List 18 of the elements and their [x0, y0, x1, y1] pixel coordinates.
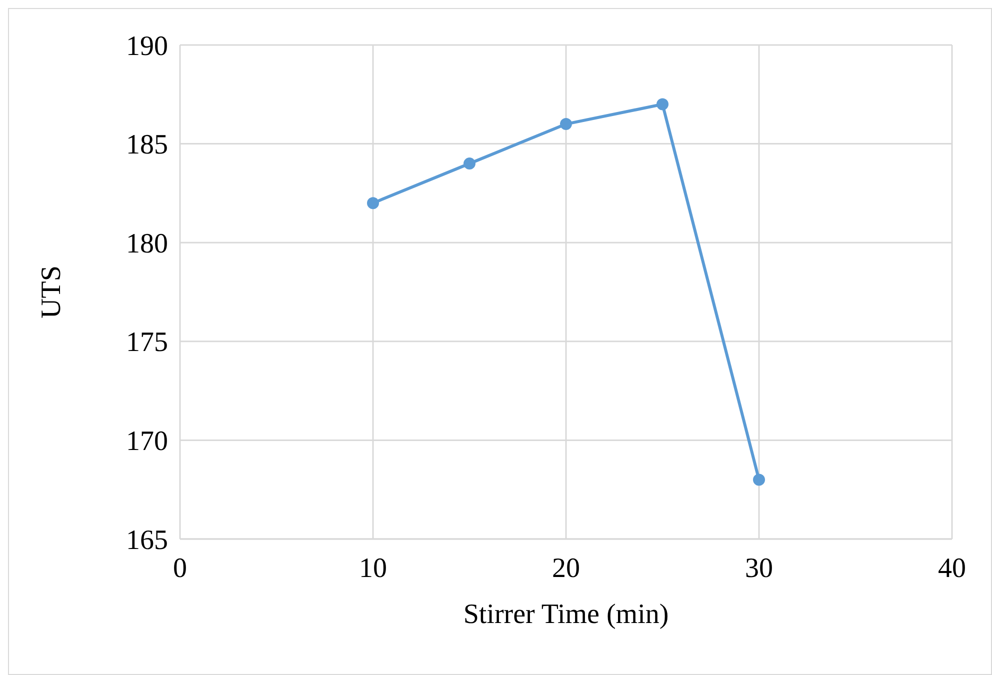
- x-tick-label: 0: [173, 553, 187, 584]
- y-tick-label: 175: [126, 327, 168, 358]
- x-tick-label: 10: [359, 553, 387, 584]
- point: [753, 474, 765, 486]
- point: [560, 118, 572, 130]
- y-tick-label: 185: [126, 130, 168, 161]
- y-tick-label: 170: [126, 426, 168, 457]
- x-tick-label: 40: [938, 553, 966, 584]
- x-tick-label: 20: [552, 553, 580, 584]
- x-axis-title: Stirrer Time (min): [463, 599, 669, 630]
- x-tick-label: 30: [745, 553, 773, 584]
- y-tick-label: 180: [126, 228, 168, 260]
- y-axis-title: UTS: [36, 266, 67, 318]
- point: [656, 98, 668, 110]
- y-tick-label: 190: [126, 30, 168, 62]
- point: [367, 197, 379, 210]
- point: [464, 158, 476, 170]
- y-tick-label: 165: [126, 524, 168, 556]
